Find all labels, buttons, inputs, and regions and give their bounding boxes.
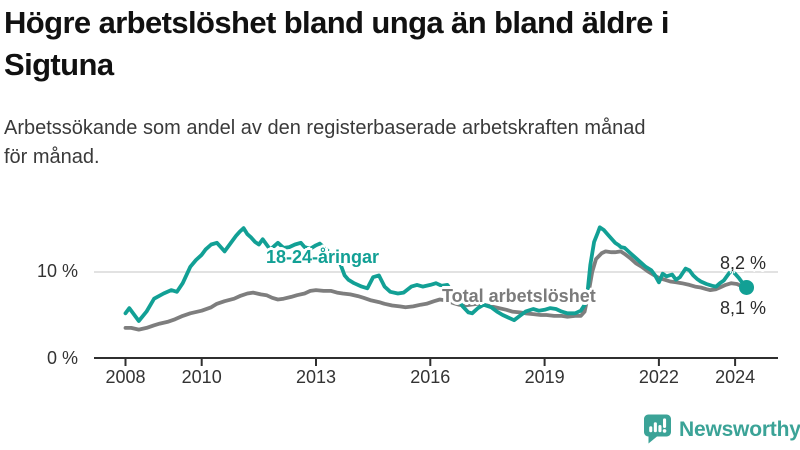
series-line bbox=[123, 249, 749, 332]
y-axis-label-10: 10 % bbox=[36, 261, 78, 281]
y-axis-label-0: 0 % bbox=[46, 348, 78, 368]
x-tick-label: 2016 bbox=[410, 367, 451, 387]
series-label-total: Total arbetslöshet bbox=[442, 286, 596, 306]
x-tick-label: 2022 bbox=[638, 367, 679, 387]
page-title-line-2: Sigtuna bbox=[4, 47, 114, 82]
x-tick-label: 2010 bbox=[181, 367, 222, 387]
end-value-label-youth: 8,2 % bbox=[720, 253, 767, 273]
x-tick-label: 2008 bbox=[105, 367, 146, 387]
series-line bbox=[123, 225, 749, 323]
chart-subtitle-line-2: för månad. bbox=[4, 146, 100, 168]
newsworthy-wordmark: Newsworthy bbox=[679, 417, 800, 441]
x-tick-label: 2024 bbox=[715, 367, 756, 387]
end-value-label-total: 8,1 % bbox=[720, 298, 767, 318]
x-tick-label: 2019 bbox=[524, 367, 565, 387]
page-title-line-1: Högre arbetslöshet bland unga än bland ä… bbox=[4, 5, 669, 40]
chart-subtitle-line-1: Arbetssökande som andel av den registerb… bbox=[4, 117, 646, 139]
page-title: Högre arbetslöshet bland unga än bland ä… bbox=[4, 2, 788, 86]
chart-subtitle: Arbetssökande som andel av den registerb… bbox=[4, 114, 788, 172]
series-end-dot bbox=[739, 279, 755, 295]
newsworthy-logo-icon bbox=[644, 414, 671, 444]
x-tick-label: 2013 bbox=[295, 367, 337, 387]
newsworthy-logo: Newsworthy bbox=[643, 414, 800, 445]
series-label-youth: 18-24-åringar bbox=[266, 247, 380, 267]
